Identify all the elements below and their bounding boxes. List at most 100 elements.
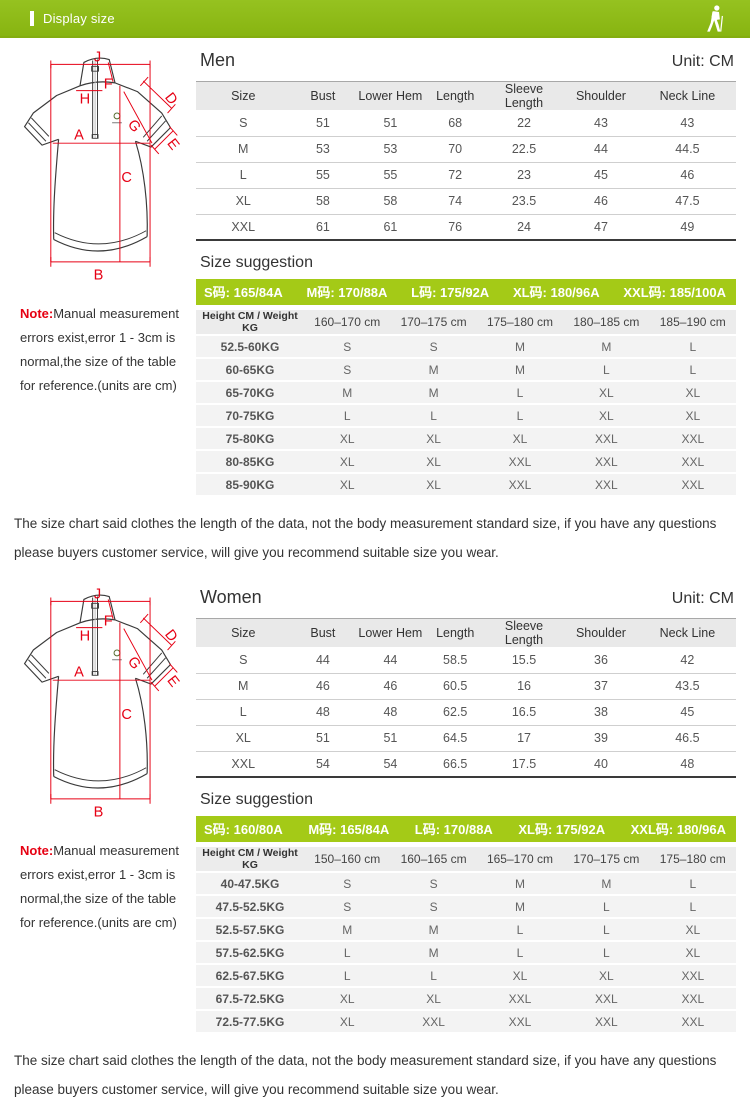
table-cell: 62.5-67.5KG xyxy=(196,965,304,986)
women-unit-label: Unit: CM xyxy=(671,590,734,607)
table-cell: 76 xyxy=(425,213,485,240)
diagram-label-J: J xyxy=(94,49,101,65)
table-cell: 61 xyxy=(355,213,426,240)
table-cell: S xyxy=(239,652,248,667)
size-code: S码: 165/84A xyxy=(204,285,283,300)
column-header: Neck Line xyxy=(638,618,736,647)
table-cell: 16 xyxy=(484,672,564,699)
column-header: Lower Hem xyxy=(355,618,426,647)
men-note: Note:Manual measurement errors exist,err… xyxy=(8,288,190,398)
table-cell: XL xyxy=(563,965,650,986)
size-code: XXL码: 185/100A xyxy=(623,285,726,300)
diagram-label-G: G xyxy=(124,117,144,136)
table-row: 80-85KG XL XL XXL XXL XXL xyxy=(196,451,736,472)
column-header: Size xyxy=(196,618,291,647)
column-header: 185–190 cm xyxy=(649,310,736,334)
table-row: XL 58 58 74 23.5 46 47.5 xyxy=(196,187,736,214)
table-cell: 62.5 xyxy=(425,698,485,725)
table-cell: XXL xyxy=(476,988,564,1009)
women-footer-text: The size chart said clothes the length o… xyxy=(14,1053,717,1097)
men-unit-label: Unit: CM xyxy=(671,53,734,70)
table-cell: XL xyxy=(304,451,391,472)
table-cell: M xyxy=(196,135,291,162)
diagram-label-A: A xyxy=(74,664,84,680)
women-left-column: J H F A D G E C B Note:Manual measuremen… xyxy=(8,585,190,1034)
table-cell: M xyxy=(390,942,477,963)
table-cell: XXL xyxy=(390,1011,477,1032)
table-cell: 39 xyxy=(563,724,639,751)
column-header: Neck Line xyxy=(638,81,736,110)
table-cell: 55 xyxy=(355,161,426,188)
table-cell: M xyxy=(304,919,391,940)
table-cell: XL xyxy=(196,187,291,214)
table-cell: 44 xyxy=(383,652,398,667)
table-cell: 47.5-52.5KG xyxy=(196,896,304,917)
table-cell: L xyxy=(196,161,291,188)
table-cell: 64.5 xyxy=(425,724,485,751)
table-cell: L xyxy=(649,359,736,380)
column-header: 175–180 cm xyxy=(476,310,564,334)
column-header: 160–165 cm xyxy=(390,847,477,871)
table-cell: S xyxy=(304,336,391,357)
table-cell: XXL xyxy=(563,474,650,495)
table-cell: XL xyxy=(390,474,477,495)
table-cell: XXL xyxy=(476,451,564,472)
women-size-table: Size Bust Lower Hem Length Sleeve Length Shou… xyxy=(196,618,736,778)
column-header: Height CM / Weight KG xyxy=(196,310,304,334)
diagram-label-F: F xyxy=(104,77,113,93)
table-row: 85-90KG XL XL XXL XXL XXL xyxy=(196,474,736,495)
men-size-codes-bar: S码: 165/84A M码: 170/88A L码: 175/92A XL码: 18… xyxy=(196,279,736,305)
table-cell: XL xyxy=(649,942,736,963)
table-cell: 52.5-60KG xyxy=(196,336,304,357)
women-size-codes-bar: S码: 160/80A M码: 165/84A L码: 170/88A XL码: 17… xyxy=(196,816,736,842)
table-row: XL 51 51 64.5 17 39 46.5 xyxy=(196,724,736,751)
table-cell: M xyxy=(304,382,391,403)
note-label: Note: xyxy=(20,306,54,321)
table-cell: XL xyxy=(304,1011,391,1032)
table-cell: L xyxy=(563,896,650,917)
table-cell: 40-47.5KG xyxy=(196,873,304,894)
table-cell: 43 xyxy=(680,115,695,130)
column-header: 150–160 cm xyxy=(304,847,391,871)
size-code: L码: 175/92A xyxy=(411,285,490,300)
women-right-column: Women Unit: CM Size Bust Lower Hem Length Sl… xyxy=(190,585,736,1034)
table-cell: 51 xyxy=(383,115,398,130)
men-suggestion-title: Size suggestion xyxy=(200,254,313,271)
table-cell: 74 xyxy=(425,187,485,214)
table-cell: XL xyxy=(390,428,477,449)
table-row: 65-70KG M M L XL XL xyxy=(196,382,736,403)
size-code: M码: 165/84A xyxy=(308,822,390,837)
diagram-label-A: A xyxy=(74,127,84,143)
table-cell: L xyxy=(649,896,736,917)
table-cell: 23.5 xyxy=(484,187,564,214)
table-cell: XL xyxy=(196,724,291,751)
diagram-label-E: E xyxy=(163,136,182,154)
table-cell: 54 xyxy=(290,750,356,777)
table-row: 70-75KG L L L XL XL xyxy=(196,405,736,426)
table-cell: L xyxy=(196,698,291,725)
table-cell: XL xyxy=(304,428,391,449)
table-cell: 68 xyxy=(448,115,463,130)
table-cell: S xyxy=(304,359,391,380)
men-suggestion-table: Height CM / Weight KG 160–170 cm 170–175 c… xyxy=(196,308,736,497)
column-header: 170–175 cm xyxy=(563,847,650,871)
women-note: Note:Manual measurement errors exist,err… xyxy=(8,825,190,935)
table-cell: 80-85KG xyxy=(196,451,304,472)
table-cell: M xyxy=(476,359,564,380)
diagram-label-H: H xyxy=(80,628,91,644)
table-cell: L xyxy=(563,942,650,963)
table-row: 52.5-60KG S S M M L xyxy=(196,336,736,357)
column-header: Bust xyxy=(290,81,356,110)
table-cell: S xyxy=(239,115,248,130)
table-row: M 46 46 60.5 16 37 43.5 xyxy=(196,672,736,699)
men-shirt-measurement-diagram: J H F A D G E C B xyxy=(8,48,188,288)
table-cell: M xyxy=(476,336,564,357)
table-cell: 22.5 xyxy=(484,135,564,162)
men-right-column: Men Unit: CM Size Bust Lower Hem Length Slee… xyxy=(190,48,736,497)
column-header: Bust xyxy=(290,618,356,647)
page-banner: Display size xyxy=(0,0,750,38)
table-cell: 66.5 xyxy=(425,750,485,777)
women-section: J H F A D G E C B Note:Manual measuremen… xyxy=(0,575,750,1034)
table-cell: 45 xyxy=(563,161,639,188)
table-cell: 36 xyxy=(594,652,608,667)
